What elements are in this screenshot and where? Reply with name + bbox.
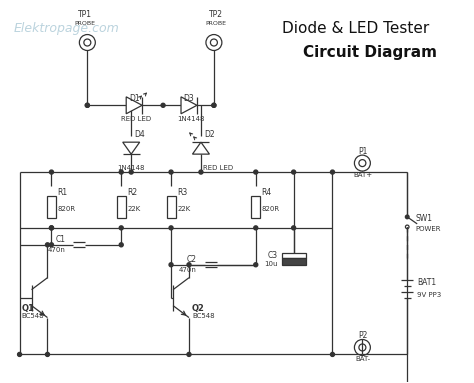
- Text: R3: R3: [177, 188, 187, 197]
- Circle shape: [212, 103, 216, 107]
- Text: D3: D3: [183, 94, 194, 103]
- Polygon shape: [123, 142, 140, 154]
- Text: R4: R4: [262, 188, 272, 197]
- Text: 1N4148: 1N4148: [118, 165, 145, 171]
- Bar: [47, 196, 56, 218]
- Circle shape: [187, 263, 191, 267]
- Text: POWER: POWER: [415, 226, 441, 232]
- Text: C3: C3: [267, 251, 278, 260]
- Text: TP1: TP1: [78, 10, 92, 19]
- Circle shape: [46, 243, 49, 247]
- Circle shape: [46, 352, 49, 357]
- Circle shape: [330, 170, 335, 174]
- Text: PROBE: PROBE: [205, 21, 227, 26]
- Text: 1N4148: 1N4148: [177, 116, 205, 122]
- Bar: [282, 258, 306, 265]
- Text: C2: C2: [187, 255, 197, 264]
- Text: 470n: 470n: [47, 247, 65, 253]
- Text: 820R: 820R: [57, 206, 75, 212]
- Circle shape: [49, 226, 54, 230]
- Text: SW1: SW1: [415, 214, 432, 223]
- Text: TP2: TP2: [209, 10, 223, 19]
- Text: P1: P1: [359, 147, 368, 155]
- Text: 10u: 10u: [264, 261, 278, 267]
- Text: BAT+: BAT+: [354, 172, 373, 178]
- Polygon shape: [126, 97, 142, 114]
- Text: Q1: Q1: [22, 304, 35, 313]
- Text: D4: D4: [134, 130, 145, 139]
- Circle shape: [85, 103, 89, 107]
- Text: BAT-: BAT-: [356, 357, 371, 362]
- Circle shape: [199, 170, 203, 174]
- Circle shape: [119, 226, 123, 230]
- Circle shape: [254, 170, 258, 174]
- Circle shape: [129, 170, 133, 174]
- Circle shape: [119, 243, 123, 247]
- Text: 820R: 820R: [262, 206, 280, 212]
- Circle shape: [212, 103, 216, 107]
- Text: D2: D2: [204, 130, 215, 139]
- Circle shape: [49, 243, 54, 247]
- Text: BC548: BC548: [192, 313, 215, 319]
- Circle shape: [187, 352, 191, 357]
- Circle shape: [254, 226, 258, 230]
- Bar: [251, 196, 260, 218]
- Text: C1: C1: [55, 235, 65, 244]
- Circle shape: [292, 170, 296, 174]
- Text: Diode & LED Tester: Diode & LED Tester: [282, 21, 429, 36]
- Text: BAT1: BAT1: [417, 278, 437, 287]
- Text: D1: D1: [129, 94, 139, 103]
- Text: Elektropage.com: Elektropage.com: [14, 22, 119, 35]
- Circle shape: [161, 103, 165, 107]
- Circle shape: [85, 103, 89, 107]
- Text: RED LED: RED LED: [203, 165, 233, 171]
- Polygon shape: [192, 142, 210, 154]
- Text: Circuit Diagram: Circuit Diagram: [303, 45, 438, 60]
- Text: P2: P2: [359, 331, 368, 340]
- Text: R1: R1: [57, 188, 68, 197]
- Circle shape: [169, 226, 173, 230]
- Circle shape: [169, 263, 173, 267]
- Bar: [117, 196, 126, 218]
- Circle shape: [18, 352, 22, 357]
- Circle shape: [49, 226, 54, 230]
- Bar: [282, 253, 306, 258]
- Circle shape: [405, 215, 409, 219]
- Text: RED LED: RED LED: [121, 116, 151, 122]
- Text: PROBE: PROBE: [75, 21, 96, 26]
- Polygon shape: [181, 97, 197, 114]
- Text: 470n: 470n: [179, 267, 197, 273]
- Text: R2: R2: [127, 188, 137, 197]
- Circle shape: [292, 226, 296, 230]
- Bar: [166, 196, 175, 218]
- Text: 22K: 22K: [127, 206, 140, 212]
- Circle shape: [169, 170, 173, 174]
- Text: Q2: Q2: [192, 304, 205, 313]
- Circle shape: [254, 263, 258, 267]
- Text: 22K: 22K: [177, 206, 190, 212]
- Circle shape: [330, 352, 335, 357]
- Text: BC548: BC548: [22, 313, 44, 319]
- Circle shape: [119, 170, 123, 174]
- Circle shape: [49, 170, 54, 174]
- Text: 9V PP3: 9V PP3: [417, 291, 441, 298]
